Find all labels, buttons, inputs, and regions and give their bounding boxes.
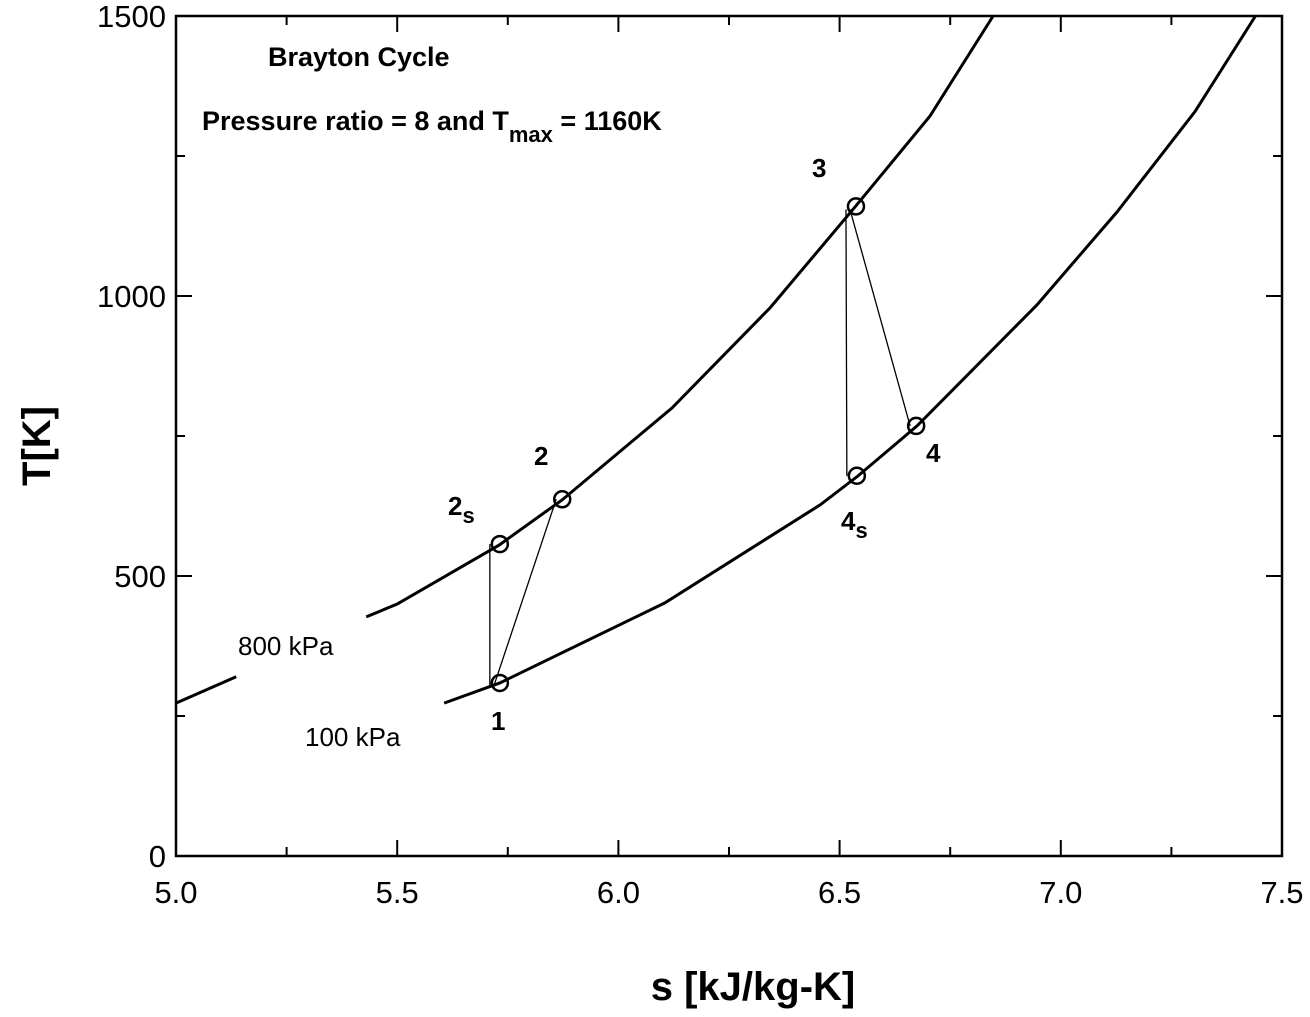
y-tick-label: 500 (114, 559, 166, 594)
series-label-800kpa: 800 kPa (238, 631, 334, 661)
y-axis-label: T[K] (15, 406, 59, 486)
point-label-1: 1 (491, 706, 505, 736)
state-point-2 (552, 490, 572, 509)
y-tick-label: 0 (149, 839, 166, 874)
chart-title: Brayton Cycle (268, 42, 450, 72)
point-label-3: 3 (812, 153, 826, 183)
process-line (845, 209, 848, 476)
y-tick-label: 1500 (97, 0, 166, 34)
state-point-1 (490, 673, 510, 693)
point-label-2: 2 (534, 441, 548, 471)
point-label-4: 4 (926, 438, 941, 468)
curve-800kpa (365, 15, 995, 619)
y-tick-label: 1000 (97, 279, 166, 314)
state-point-3 (846, 197, 866, 216)
state-point-4s (847, 466, 867, 486)
chart-subtitle: Pressure ratio = 8 and Tmax = 1160K (202, 106, 662, 147)
curve-100kpa (443, 15, 1257, 705)
x-tick-label: 7.5 (1260, 875, 1303, 910)
process-line (849, 209, 911, 427)
process-line (493, 499, 557, 687)
state-point-4 (906, 416, 926, 436)
x-tick-label: 7.0 (1039, 875, 1082, 910)
state-point-2s (490, 534, 510, 554)
x-tick-label: 6.0 (597, 875, 640, 910)
point-label-2s: 2s (448, 491, 475, 528)
x-tick-label: 5.0 (154, 875, 197, 910)
x-tick-label: 5.5 (376, 875, 419, 910)
series-label-100kpa: 100 kPa (305, 722, 401, 752)
curve-800kpa (175, 675, 237, 705)
x-tick-label: 6.5 (818, 875, 861, 910)
x-axis-label: s [kJ/kg-K] (651, 965, 856, 1009)
plot-frame (174, 14, 1284, 858)
point-label-4s: 4s (841, 506, 868, 543)
